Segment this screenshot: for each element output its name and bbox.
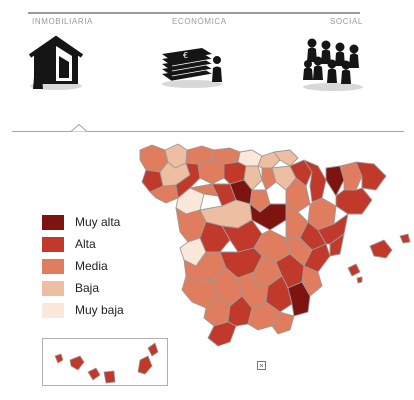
province-region[interactable]: [289, 159, 313, 187]
legend: Muy alta Alta Media Baja Muy baja: [42, 211, 124, 321]
legend-swatch: [42, 280, 64, 296]
province-region[interactable]: [207, 321, 237, 347]
island-region[interactable]: [356, 276, 363, 284]
section-divider: [12, 131, 404, 132]
tab-economica-label[interactable]: ECONÓMICA: [172, 17, 227, 26]
province-region[interactable]: [273, 149, 299, 167]
province-region[interactable]: [325, 165, 345, 197]
legend-label: Muy alta: [75, 215, 121, 229]
island-region[interactable]: [399, 233, 411, 244]
tab-social-label[interactable]: SOCIAL: [330, 17, 363, 26]
province-region[interactable]: [329, 233, 345, 257]
province-region[interactable]: [271, 311, 295, 335]
island-region[interactable]: [347, 263, 361, 277]
legend-label: Alta: [75, 237, 96, 251]
legend-label: Media: [75, 259, 108, 273]
zoom-marker-icon[interactable]: [257, 361, 266, 370]
province-region[interactable]: [355, 161, 387, 191]
legend-item-baja: Baja: [42, 277, 124, 299]
legend-item-alta: Alta: [42, 233, 124, 255]
legend-swatch: [42, 236, 64, 252]
tab-inmobiliaria-label[interactable]: INMOBILIARIA: [32, 17, 93, 26]
province-region[interactable]: [301, 265, 323, 297]
legend-label: Baja: [75, 281, 100, 295]
legend-item-media: Media: [42, 255, 124, 277]
tab-pointer-icon: [71, 124, 87, 132]
legend-item-muy-baja: Muy baja: [42, 299, 124, 321]
province-region[interactable]: [261, 167, 277, 191]
province-region[interactable]: [287, 281, 311, 317]
province-region[interactable]: [303, 243, 331, 273]
province-region[interactable]: [243, 165, 263, 191]
legend-swatch: [42, 258, 64, 274]
house-person-icon[interactable]: [28, 34, 88, 92]
svg-text:€: €: [183, 51, 188, 60]
legend-item-muy-alta: Muy alta: [42, 211, 124, 233]
legend-label: Muy baja: [75, 303, 124, 317]
island-region[interactable]: [369, 239, 393, 259]
legend-swatch: [42, 214, 64, 230]
money-stack-icon[interactable]: €: [158, 38, 228, 90]
people-group-icon[interactable]: [300, 36, 366, 92]
province-region[interactable]: [335, 187, 373, 215]
legend-swatch: [42, 302, 64, 318]
tab-bar-line: [28, 12, 360, 14]
